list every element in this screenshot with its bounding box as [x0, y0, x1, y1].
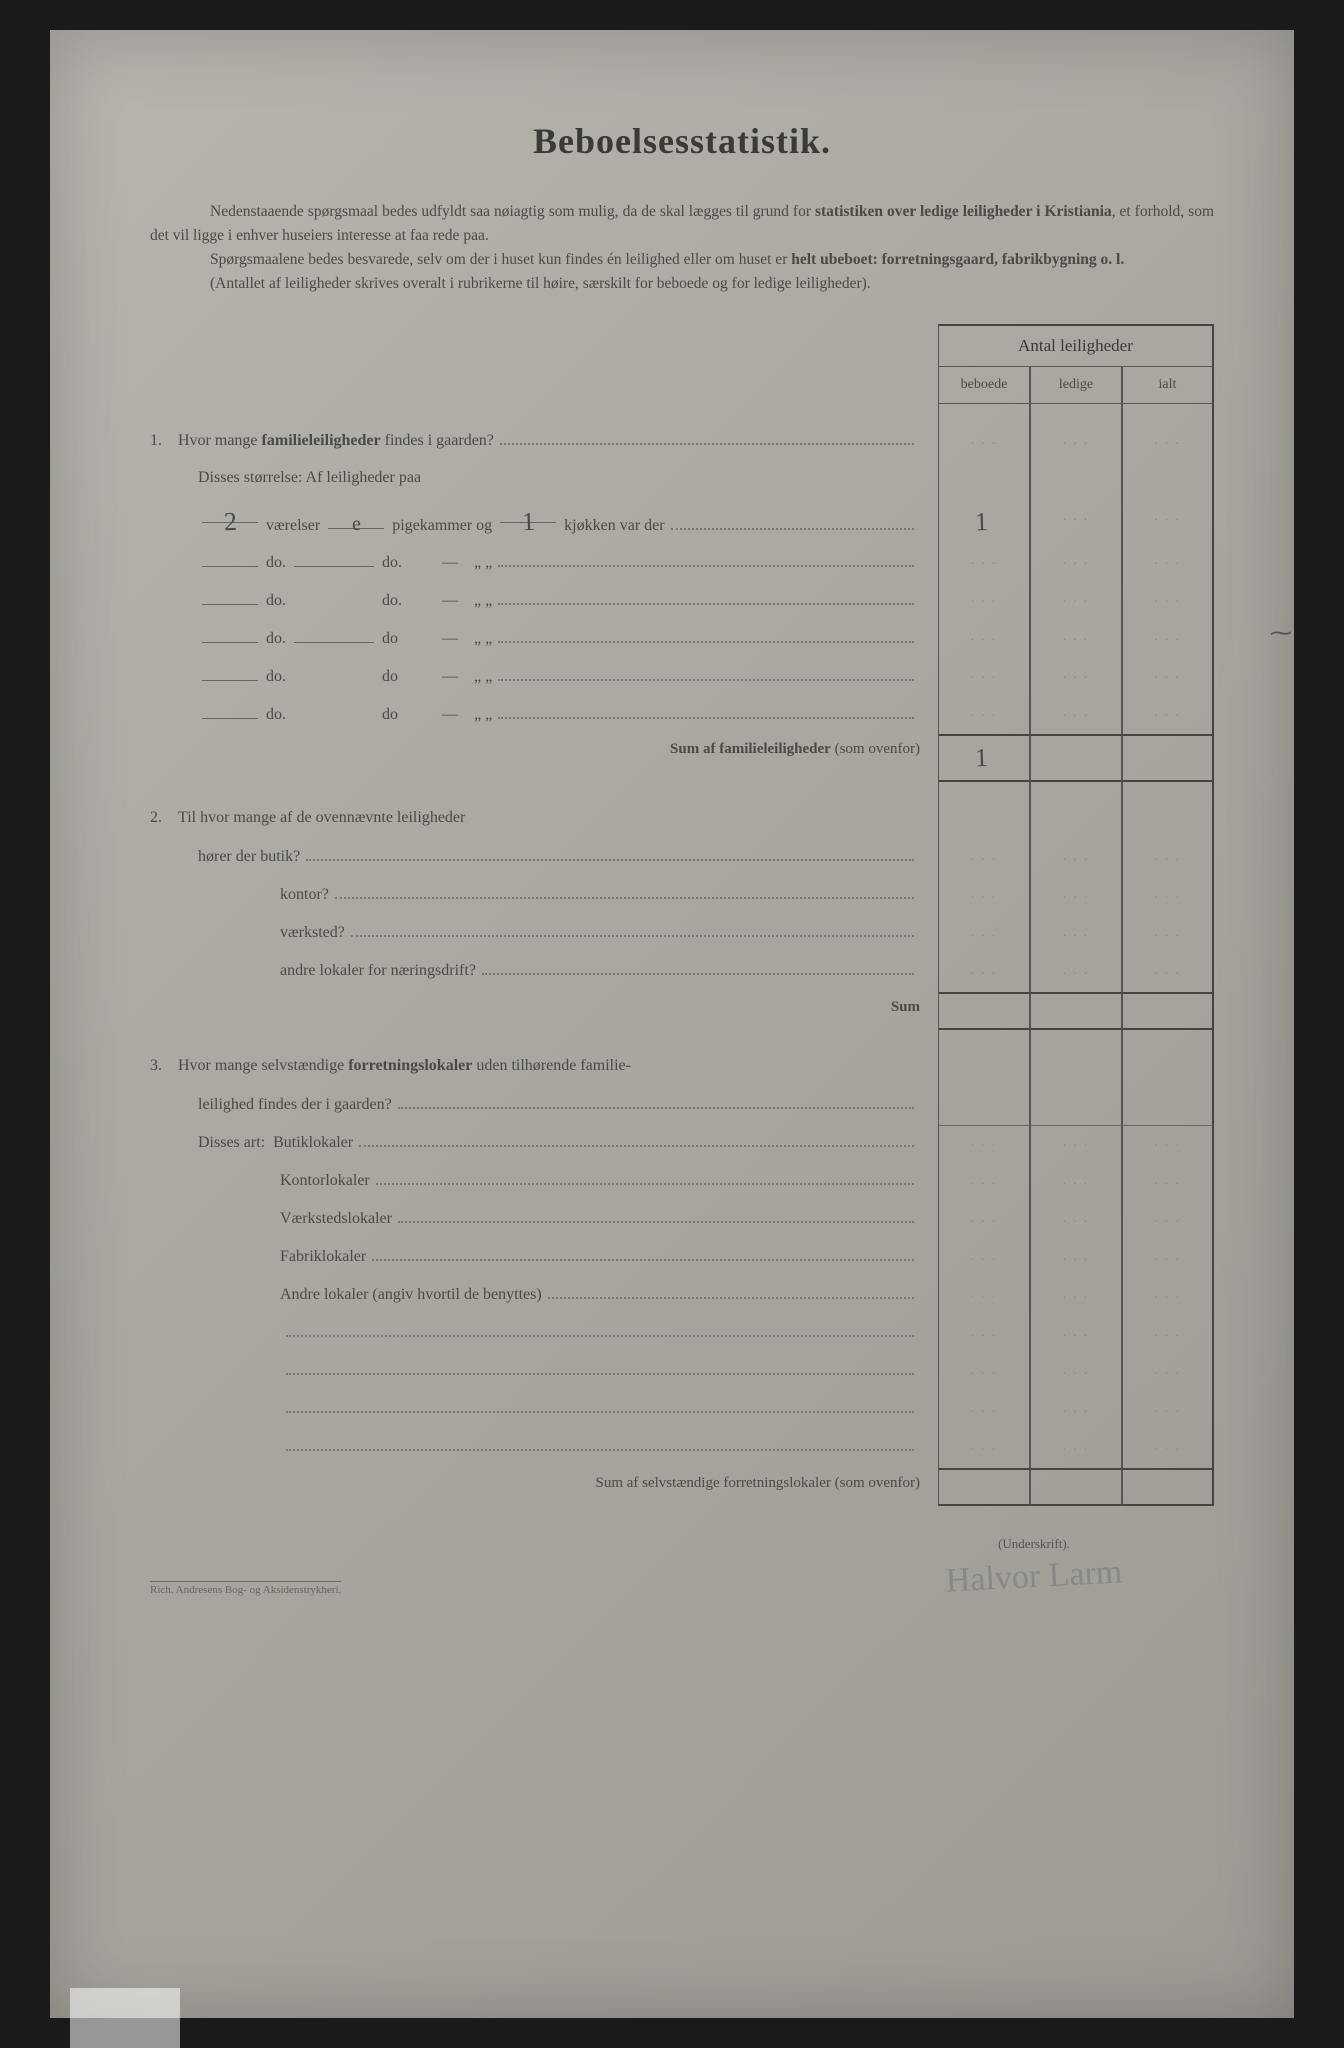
size1-beboede[interactable]: 1	[938, 500, 1030, 544]
size-line-5: do. do — „ „	[150, 658, 938, 696]
size1-ledige[interactable]	[1030, 500, 1122, 544]
signature-handwriting: Halvor Larm	[853, 1549, 1214, 1606]
table-header: Antal leiligheder	[938, 324, 1214, 367]
hw-pige: e	[351, 513, 361, 536]
q1-ialt[interactable]	[1122, 424, 1214, 462]
q2-kontor: kontor?	[150, 878, 938, 916]
margin-mark: ⁓	[1270, 620, 1292, 646]
size-line-1: 2 værelser e pigekammer og 1 kjøkken var…	[150, 500, 938, 544]
sum1-label: Sum af familieleiligheder (som ovenfor)	[150, 734, 938, 782]
q1-bold: familieleiligheder	[262, 432, 381, 449]
q3-fabrik: Fabriklokaler	[150, 1240, 938, 1278]
col-beboede: beboede	[938, 367, 1030, 404]
q3-line1: 3.Hvor mange selvstændige forretningslok…	[150, 1050, 938, 1088]
signature-label: (Underskrift).	[854, 1536, 1214, 1552]
size-line-4: do. do — „ „	[150, 620, 938, 658]
size-line-3: do. do. — „ „	[150, 582, 938, 620]
q1-num: 1.	[150, 432, 178, 450]
hw-vaer: 2	[223, 507, 237, 537]
sum1-ledige[interactable]	[1030, 734, 1122, 782]
sum3-label: Sum af selvstændige forretningslokaler (…	[150, 1468, 938, 1506]
sum2-label: Sum	[150, 992, 938, 1030]
q1-line: 1. Hvor mange familieleiligheder findes …	[150, 424, 938, 462]
sum1-ialt[interactable]	[1122, 734, 1214, 782]
q2-butik: hører der butik?	[150, 840, 938, 878]
q2-line1: 2.Til hvor mange af de ovennævnte leilig…	[150, 802, 938, 840]
film-notch	[70, 1988, 180, 2048]
q3-line2: leilighed findes der i gaarden?	[150, 1088, 938, 1126]
intro-1a: Nedenstaaende spørgsmaal bedes udfyldt s…	[210, 203, 815, 220]
q3-blank3[interactable]	[150, 1392, 938, 1430]
intro-3: (Antallet af leiligheder skrives overalt…	[210, 275, 871, 292]
q3-blank1[interactable]	[150, 1316, 938, 1354]
col-ledige: ledige	[1030, 367, 1122, 404]
intro-2b: helt ubeboet: forretningsgaard, fabrikby…	[791, 251, 1124, 268]
q1-size-label: Disses størrelse: Af leiligheder paa	[150, 462, 938, 500]
signature-block: (Underskrift). Halvor Larm	[854, 1536, 1214, 1596]
page-title: Beboelsesstatistik.	[150, 120, 1214, 162]
q3-butik: Disses art: Butiklokaler	[150, 1126, 938, 1164]
q3-blank2[interactable]	[150, 1354, 938, 1392]
q3-vaerksted: Værkstedslokaler	[150, 1202, 938, 1240]
q1-beboede[interactable]	[938, 424, 1030, 462]
intro-text: Nedenstaaende spørgsmaal bedes udfyldt s…	[150, 200, 1214, 296]
intro-2a: Spørgsmaalene bedes besvarede, selv om d…	[210, 251, 791, 268]
q3-kontor: Kontorlokaler	[150, 1164, 938, 1202]
q2-vaerksted: værksted?	[150, 916, 938, 954]
scanned-page: Beboelsesstatistik. Nedenstaaende spørgs…	[50, 30, 1294, 2018]
col-ialt: ialt	[1122, 367, 1214, 404]
q3-blank4[interactable]	[150, 1430, 938, 1468]
size-line-2: do. do. — „ „	[150, 544, 938, 582]
sum1-beboede[interactable]: 1	[938, 734, 1030, 782]
size-line-6: do. do — „ „	[150, 696, 938, 734]
q1-ledige[interactable]	[1030, 424, 1122, 462]
q2-andre: andre lokaler for næringsdrift?	[150, 954, 938, 992]
form-grid: Antal leiligheder beboede ledige ialt 1.…	[150, 324, 1214, 1506]
size1-ialt[interactable]	[1122, 500, 1214, 544]
printer-credit: Rich. Andresens Bog- og Aksidenstrykheri…	[150, 1581, 341, 1596]
intro-1b: statistiken over ledige leiligheder i Kr…	[815, 203, 1112, 220]
q3-andre: Andre lokaler (angiv hvortil de benyttes…	[150, 1278, 938, 1316]
signature-area: Rich. Andresens Bog- og Aksidenstrykheri…	[150, 1536, 1214, 1596]
hw-kjok: 1	[521, 507, 535, 537]
